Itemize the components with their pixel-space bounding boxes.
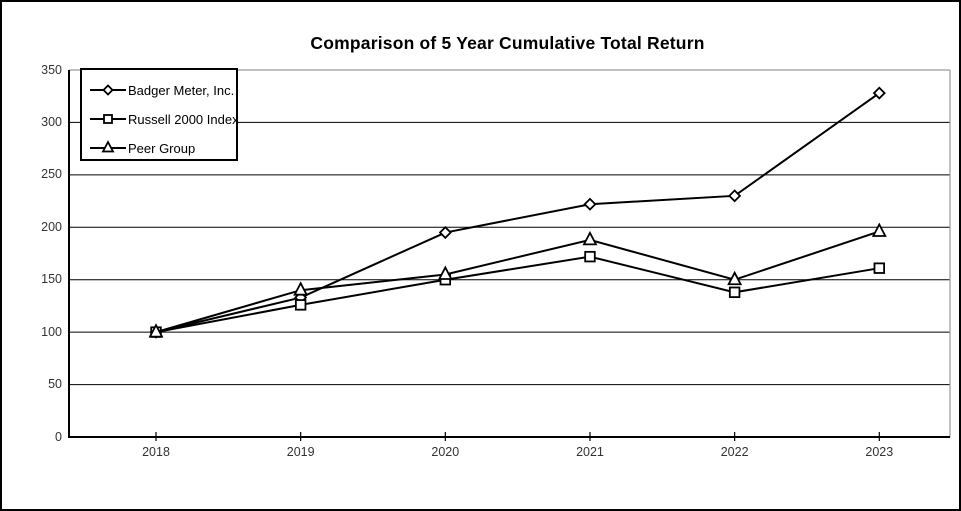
x-axis-tick-label: 2018 bbox=[142, 445, 170, 459]
marker-triangle-peer-group bbox=[582, 230, 598, 246]
y-axis-tick-label: 50 bbox=[48, 377, 62, 392]
legend-item-badger-meter-inc: Badger Meter, Inc. bbox=[89, 77, 236, 103]
x-axis-tick-label: 2020 bbox=[431, 445, 460, 459]
x-axis-tick-label: 2022 bbox=[720, 445, 749, 459]
y-axis-tick-label: 150 bbox=[41, 272, 62, 287]
marker-diamond-badger-meter-inc bbox=[872, 86, 886, 100]
marker-triangle-peer-group bbox=[727, 270, 743, 286]
y-axis-tick-label: 250 bbox=[41, 167, 62, 182]
marker-square-russell-2000-index bbox=[584, 250, 596, 263]
x-axis-tick-label: 2023 bbox=[865, 445, 894, 459]
square-icon bbox=[90, 114, 126, 124]
y-axis-tick-label: 200 bbox=[41, 219, 62, 234]
legend-item-russell-2000-index: Russell 2000 Index bbox=[89, 106, 239, 132]
triangle-icon bbox=[90, 140, 126, 153]
legend-marker-square bbox=[103, 114, 113, 124]
legend-label: Peer Group bbox=[128, 140, 196, 156]
legend-item-peer-group: Peer Group bbox=[89, 135, 236, 161]
y-axis-tick-label: 350 bbox=[41, 62, 62, 77]
marker-square-russell-2000-index bbox=[728, 286, 741, 298]
legend-marker-triangle bbox=[101, 140, 115, 153]
marker-square-russell-2000-index bbox=[294, 299, 307, 311]
x-axis-tick-label: 2021 bbox=[576, 445, 604, 459]
legend-label: Russell 2000 Index bbox=[128, 111, 239, 127]
marker-diamond-badger-meter-inc bbox=[438, 225, 452, 240]
series-line-badger-meter-inc bbox=[155, 92, 880, 334]
marker-diamond-badger-meter-inc bbox=[583, 197, 597, 211]
marker-triangle-peer-group bbox=[148, 323, 164, 338]
marker-triangle-peer-group bbox=[437, 265, 453, 280]
marker-diamond-badger-meter-inc bbox=[728, 189, 742, 203]
marker-square-russell-2000-index bbox=[873, 262, 886, 274]
series-line-peer-group bbox=[155, 230, 880, 334]
diamond-icon bbox=[90, 84, 126, 96]
y-axis-tick-label: 100 bbox=[41, 324, 62, 339]
series-line-russell-2000-index bbox=[155, 255, 880, 334]
y-axis-tick-label: 300 bbox=[41, 114, 62, 129]
marker-triangle-peer-group bbox=[871, 222, 887, 237]
chart-title: Comparison of 5 Year Cumulative Total Re… bbox=[310, 33, 705, 53]
x-axis-tick-label: 2019 bbox=[286, 445, 315, 459]
legend-label: Badger Meter, Inc. bbox=[128, 82, 235, 98]
legend: Badger Meter, Inc. Russell 2000 Index Peer… bbox=[80, 68, 239, 161]
legend-marker-diamond bbox=[102, 84, 114, 96]
marker-triangle-peer-group bbox=[293, 281, 309, 296]
y-axis-tick-label: 0 bbox=[55, 429, 62, 444]
